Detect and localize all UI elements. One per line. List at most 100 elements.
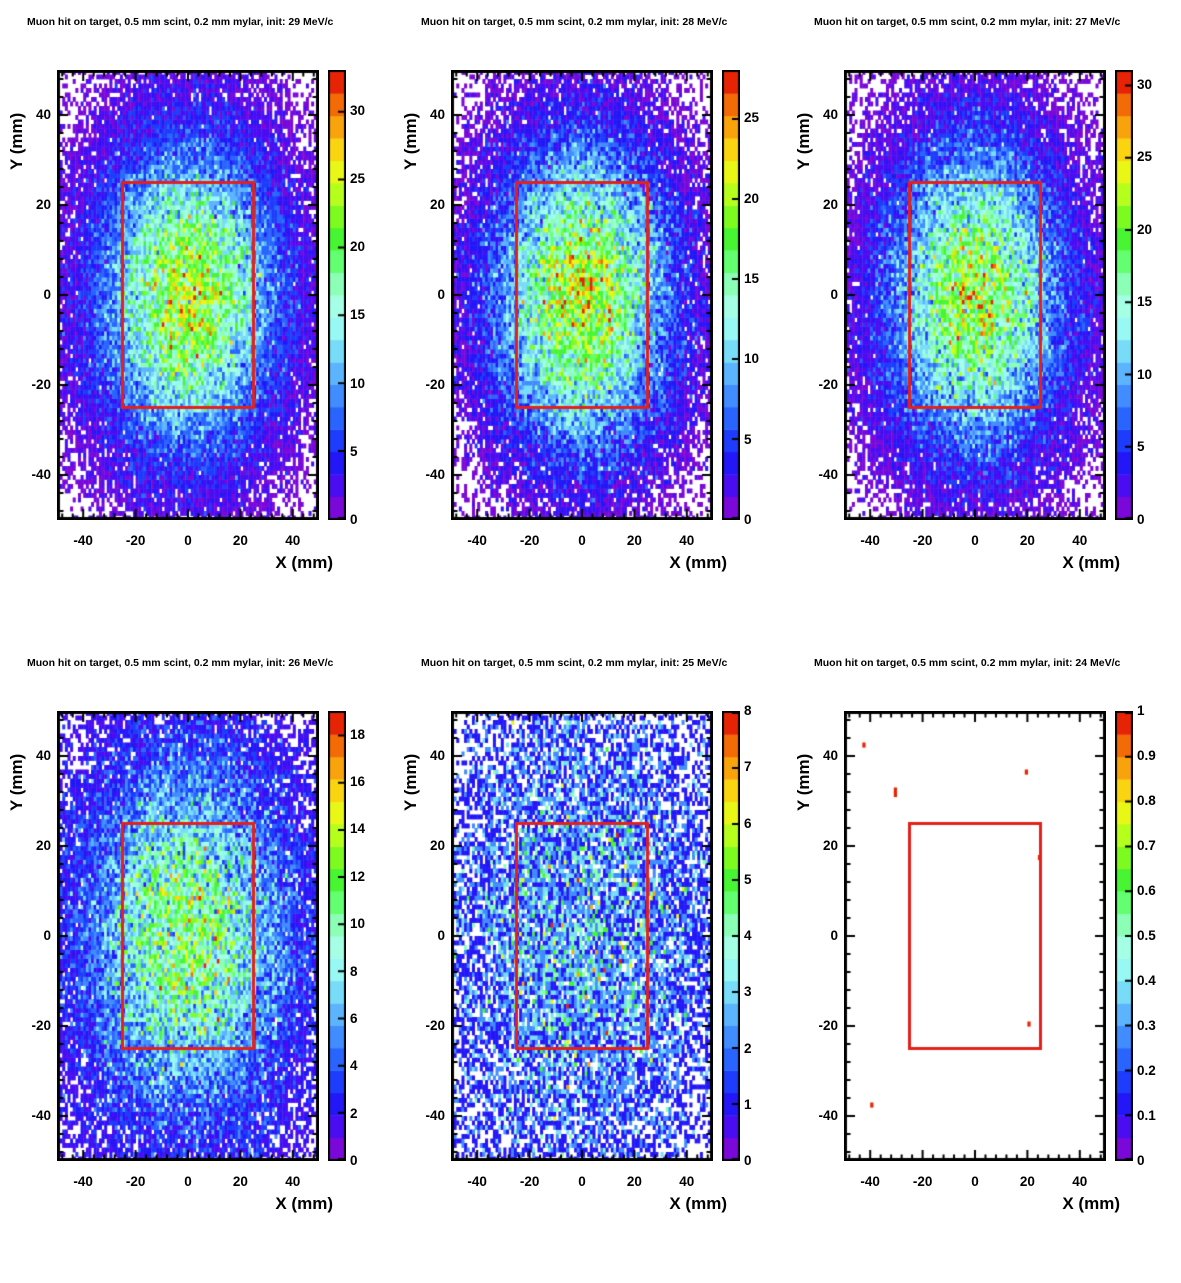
y-tick-label: -40 — [425, 467, 445, 482]
x-tick-label: 20 — [1019, 533, 1035, 548]
x-axis-title: X (mm) — [669, 553, 727, 572]
colorbar-tick-label: 6 — [744, 815, 752, 831]
x-tick-label: 40 — [1072, 533, 1088, 548]
x-tick-label: 40 — [679, 1174, 695, 1189]
x-axis-title: X (mm) — [275, 1194, 333, 1213]
plot-24mevc: Muon hit on target, 0.5 mm scint, 0.2 mm… — [787, 643, 1181, 1283]
x-tick-label: 20 — [626, 1174, 642, 1189]
colorbar-tick-label: 5 — [744, 431, 752, 447]
heatmap-canvas — [451, 711, 713, 1161]
x-tick-label: 20 — [232, 533, 248, 548]
y-tick-label: 40 — [822, 107, 838, 122]
y-tick-label: 20 — [822, 197, 838, 212]
x-tick-label: -40 — [467, 533, 487, 548]
x-axis-title: X (mm) — [275, 553, 333, 572]
y-tick-label: -20 — [31, 377, 51, 392]
heatmap-canvas — [57, 711, 319, 1161]
x-tick-label: -20 — [912, 1174, 933, 1189]
colorbar-tick-label: 0.3 — [1137, 1018, 1156, 1033]
colorbar-tick-label: 20 — [350, 239, 366, 255]
x-axis-title: X (mm) — [1062, 553, 1120, 572]
y-tick-label: 20 — [35, 838, 51, 853]
x-axis-title: X (mm) — [1062, 1194, 1120, 1213]
colorbar-tick-label: 10 — [744, 351, 760, 367]
y-tick-label: 40 — [429, 107, 445, 122]
x-tick-label: -40 — [467, 1174, 487, 1189]
colorbar-tick-label: 10 — [350, 375, 366, 391]
x-tick-label: 40 — [679, 533, 695, 548]
colorbar-tick-label: 5 — [1137, 439, 1145, 455]
x-tick-label: 0 — [184, 1174, 192, 1189]
colorbar-tick-label: 10 — [350, 916, 366, 932]
colorbar-tick-label: 2 — [744, 1040, 752, 1056]
colorbar-tick-label: 0 — [350, 512, 358, 527]
heatmap-canvas — [57, 70, 319, 520]
plot-title: Muon hit on target, 0.5 mm scint, 0.2 mm… — [814, 657, 1121, 669]
colorbar-canvas — [328, 711, 346, 1161]
x-tick-label: -20 — [519, 1174, 540, 1189]
colorbar-tick-label: 15 — [1137, 294, 1153, 310]
colorbar-tick-label: 0 — [1137, 512, 1145, 527]
y-tick-label: 40 — [429, 748, 445, 763]
x-tick-label: 40 — [285, 533, 301, 548]
colorbar-tick-label: 1 — [1137, 703, 1145, 718]
y-tick-label: 20 — [35, 197, 51, 212]
y-tick-label: 0 — [43, 928, 51, 943]
y-tick-label: 0 — [830, 287, 838, 302]
x-tick-label: 0 — [971, 533, 979, 548]
colorbar-tick-label: 0.6 — [1137, 883, 1156, 898]
y-tick-label: 0 — [437, 928, 445, 943]
colorbar-tick-label: 4 — [350, 1058, 358, 1074]
colorbar-tick-label: 15 — [744, 270, 760, 286]
colorbar-tick-label: 15 — [350, 307, 366, 323]
colorbar-tick-label: 8 — [744, 703, 752, 718]
x-tick-label: 20 — [626, 533, 642, 548]
colorbar-tick-label: 0 — [744, 512, 752, 527]
colorbar-tick-label: 7 — [744, 759, 752, 775]
colorbar-canvas — [722, 711, 740, 1161]
y-tick-label: -20 — [425, 377, 445, 392]
colorbar-tick-label: 18 — [350, 726, 366, 742]
x-tick-label: -40 — [73, 1174, 93, 1189]
colorbar-canvas — [1115, 70, 1133, 520]
plot-27mevc: Muon hit on target, 0.5 mm scint, 0.2 mm… — [787, 2, 1181, 642]
y-tick-label: 40 — [35, 748, 51, 763]
plot-title: Muon hit on target, 0.5 mm scint, 0.2 mm… — [421, 16, 728, 28]
plot-title: Muon hit on target, 0.5 mm scint, 0.2 mm… — [27, 16, 334, 28]
colorbar-tick-label: 20 — [744, 190, 760, 206]
x-tick-label: -40 — [860, 1174, 880, 1189]
x-tick-label: 0 — [578, 533, 586, 548]
colorbar-tick-label: 0 — [744, 1153, 752, 1168]
heatmap-canvas — [844, 70, 1106, 520]
y-tick-label: -20 — [31, 1018, 51, 1033]
colorbar-tick-label: 1 — [744, 1096, 752, 1112]
colorbar-canvas — [722, 70, 740, 520]
colorbar-tick-label: 25 — [744, 110, 760, 126]
y-tick-label: -40 — [818, 467, 838, 482]
x-tick-label: 20 — [1019, 1174, 1035, 1189]
y-tick-label: 20 — [429, 838, 445, 853]
x-tick-label: 0 — [578, 1174, 586, 1189]
colorbar-tick-label: 14 — [350, 821, 366, 837]
plot-title: Muon hit on target, 0.5 mm scint, 0.2 mm… — [27, 657, 334, 669]
y-tick-label: -20 — [818, 377, 838, 392]
colorbar-tick-label: 30 — [1137, 76, 1153, 92]
colorbar-tick-label: 8 — [350, 963, 358, 979]
colorbar-tick-label: 2 — [350, 1105, 358, 1121]
colorbar-tick-label: 30 — [350, 102, 366, 118]
plot-28mevc: Muon hit on target, 0.5 mm scint, 0.2 mm… — [394, 2, 788, 642]
colorbar-tick-label: 5 — [744, 871, 752, 887]
colorbar-tick-label: 0 — [350, 1153, 358, 1168]
colorbar-tick-label: 0.9 — [1137, 748, 1156, 763]
x-tick-label: -20 — [125, 533, 146, 548]
x-tick-label: -40 — [73, 533, 93, 548]
x-axis-title: X (mm) — [669, 1194, 727, 1213]
y-tick-label: -40 — [31, 467, 51, 482]
colorbar-tick-label: 25 — [1137, 149, 1153, 165]
colorbar-tick-label: 12 — [350, 868, 366, 884]
x-tick-label: 20 — [232, 1174, 248, 1189]
colorbar-canvas — [328, 70, 346, 520]
colorbar-tick-label: 0.1 — [1137, 1108, 1156, 1123]
colorbar-tick-label: 0.2 — [1137, 1063, 1156, 1078]
colorbar-tick-label: 5 — [350, 443, 358, 459]
